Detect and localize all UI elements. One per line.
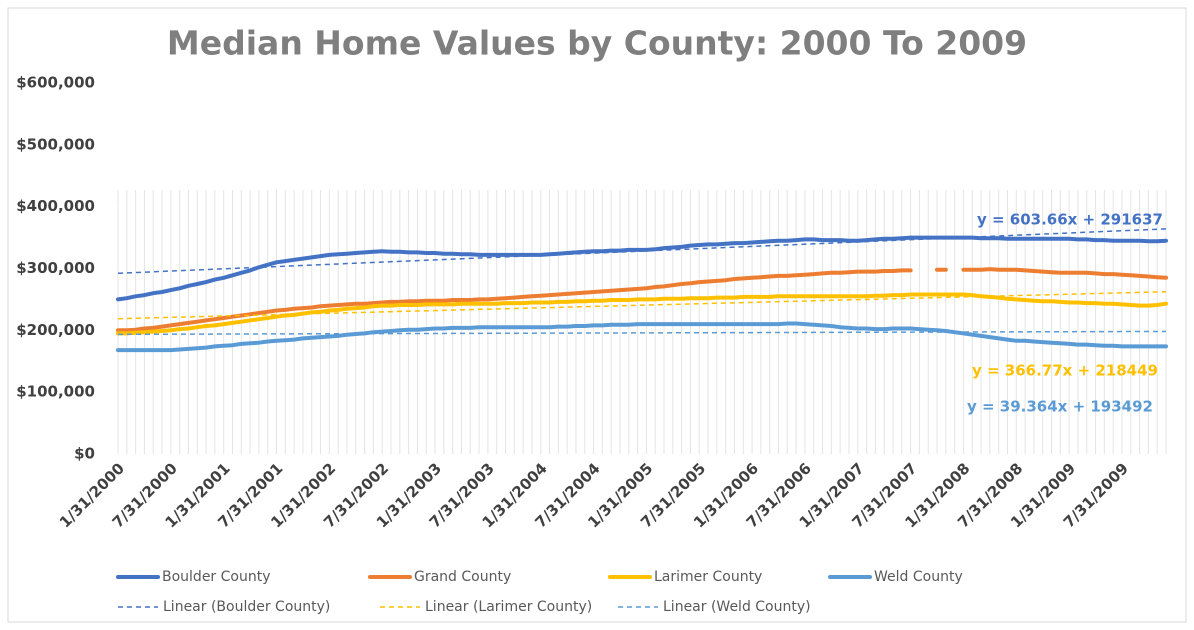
y-tick-label: $500,000 <box>16 135 95 153</box>
trend-line <box>117 290 1167 320</box>
legend-label: Linear (Larimer County) <box>425 599 592 615</box>
trend-line <box>117 330 1167 336</box>
y-tick-label: $0 <box>74 445 95 463</box>
trend-equation: y = 366.77x + 218449 <box>972 362 1158 380</box>
chart-title: Median Home Values by County: 2000 To 20… <box>167 24 1027 63</box>
trend-line <box>117 228 1167 275</box>
series-line <box>116 235 1168 302</box>
y-tick-label: $300,000 <box>16 259 95 277</box>
y-tick-label: $100,000 <box>16 383 95 401</box>
legend-label: Linear (Weld County) <box>663 599 811 615</box>
series-line <box>116 267 1168 333</box>
series-line <box>116 292 1168 336</box>
legend-label: Weld County <box>874 569 963 585</box>
trend-equation: y = 39.364x + 193492 <box>967 398 1153 416</box>
legend-label: Larimer County <box>654 569 762 585</box>
trend-equation: y = 603.66x + 291637 <box>977 211 1163 229</box>
legend-label: Grand County <box>414 569 511 585</box>
y-tick-label: $600,000 <box>16 74 95 92</box>
y-tick-label: $200,000 <box>16 321 95 339</box>
legend-label: Linear (Boulder County) <box>163 599 330 615</box>
y-tick-label: $400,000 <box>16 197 95 215</box>
legend-label: Boulder County <box>162 569 271 585</box>
series-line <box>116 321 1168 353</box>
